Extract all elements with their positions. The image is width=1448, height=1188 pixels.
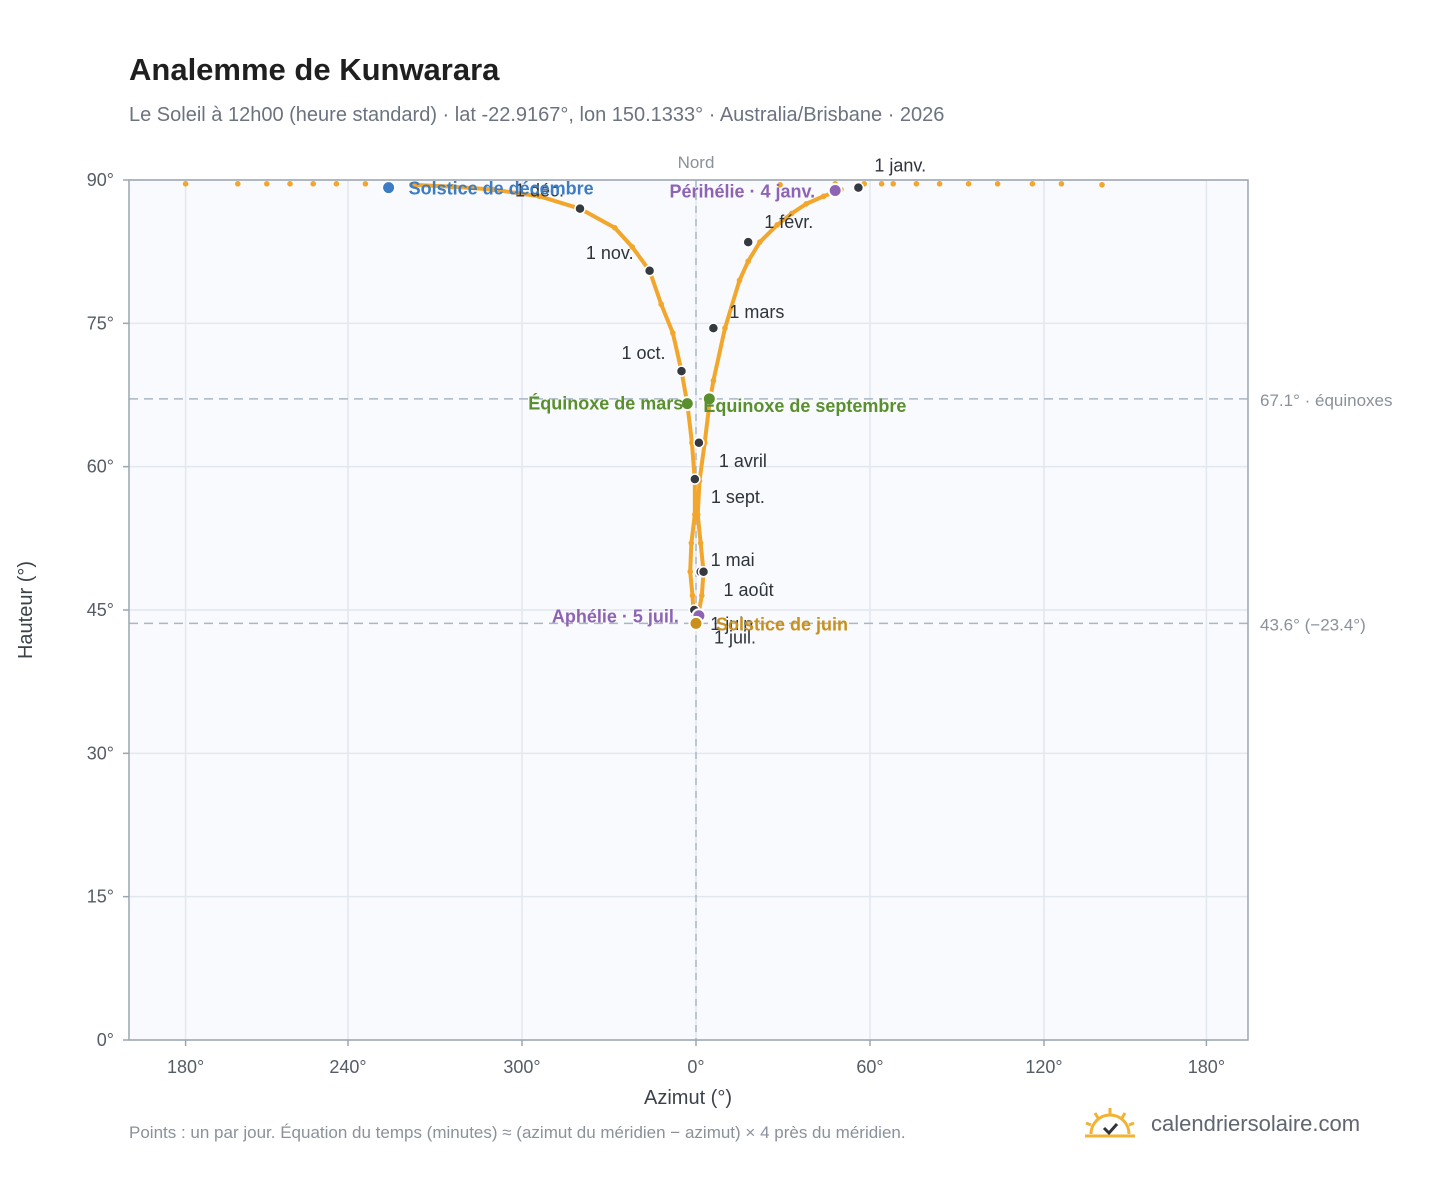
meridian-label: Nord (678, 153, 715, 172)
event-marker (679, 396, 695, 412)
daily-point (287, 181, 293, 187)
reference-label: 67.1° · équinoxes (1260, 391, 1393, 410)
event-marker (701, 391, 717, 407)
y-tick-label: 60° (87, 457, 114, 477)
daily-point (965, 181, 972, 187)
y-axis-title: Hauteur (°) (15, 561, 37, 659)
month-label: 1 juin (710, 614, 753, 634)
month-marker (707, 322, 720, 334)
month-label: 1 août (724, 580, 774, 600)
x-tick-label: 300° (503, 1057, 540, 1077)
daily-point (777, 181, 783, 188)
month-marker (675, 365, 688, 377)
daily-point (878, 181, 885, 187)
month-label: 1 févr. (764, 212, 813, 232)
y-tick-label: 30° (87, 743, 114, 763)
daily-point (235, 181, 241, 187)
x-tick-label: 240° (329, 1057, 366, 1077)
month-marker (574, 202, 586, 215)
brand[interactable]: calendriersolaire.com (1083, 1100, 1360, 1148)
daily-point (994, 181, 1001, 187)
month-marker (742, 236, 754, 248)
daily-point (913, 181, 920, 187)
event-label: Équinoxe de mars (528, 393, 683, 414)
sun-check-icon (1085, 1108, 1135, 1138)
month-label: 1 janv. (874, 156, 926, 176)
event-marker (381, 180, 397, 196)
chart-title: Analemme de Kunwarara (129, 52, 500, 87)
daily-point (936, 181, 943, 187)
x-tick-label: 120° (1025, 1057, 1062, 1077)
month-label: 1 mai (711, 550, 755, 570)
y-tick-label: 15° (87, 887, 114, 907)
x-tick-label: 0° (687, 1057, 704, 1077)
daily-point (182, 181, 189, 187)
event-marker (827, 183, 843, 199)
event-markers: Solstice de décembre Périhélie · 4 janv. É… (381, 179, 906, 634)
daily-point (1058, 181, 1065, 187)
month-marker (693, 437, 705, 449)
x-tick-label: 60° (856, 1057, 883, 1077)
daily-point (310, 181, 317, 187)
x-tick-label: 180° (167, 1057, 204, 1077)
brand-name: calendriersolaire.com (1151, 1111, 1361, 1136)
month-marker (689, 473, 701, 485)
month-label: 1 oct. (621, 343, 665, 363)
month-label: 1 nov. (586, 243, 634, 263)
month-label: 1 mars (729, 302, 784, 322)
y-tick-label: 0° (97, 1030, 114, 1050)
daily-point (362, 181, 369, 187)
chart-subtitle: Le Soleil à 12h00 (heure standard) · lat… (129, 104, 945, 126)
daily-point (1029, 181, 1036, 187)
y-tick-label: 45° (87, 600, 114, 620)
month-label: 1 juil. (714, 627, 756, 647)
daily-point (890, 181, 896, 187)
footnote: Points : un par jour. Équation du temps … (129, 1123, 906, 1142)
month-marker (852, 181, 865, 194)
daily-point (264, 181, 270, 187)
event-label: Périhélie · 4 janv. (669, 182, 815, 202)
axis-ticks: 180° 240° 300° 0° 60° 120° 180° 0° 15° 30° 45° 60° 7… (87, 170, 1225, 1077)
month-label: 1 sept. (711, 487, 765, 507)
reference-label: 43.6° (−23.4°) (1260, 615, 1366, 634)
month-marker (643, 265, 656, 277)
month-label: 1 déc. (515, 181, 564, 201)
daily-point (333, 181, 340, 187)
y-tick-label: 75° (87, 313, 114, 333)
month-label: 1 avril (719, 451, 767, 471)
event-label: Équinoxe de septembre (703, 395, 906, 416)
y-tick-label: 90° (87, 170, 114, 190)
x-tick-label: 180° (1188, 1057, 1225, 1077)
daily-point (1099, 181, 1105, 188)
event-marker (688, 615, 704, 631)
event-label: Aphélie · 5 juil. (552, 607, 679, 627)
x-axis-title: Azimut (°) (644, 1087, 732, 1109)
event-label: Solstice de décembre (409, 179, 594, 199)
month-marker (697, 566, 710, 578)
event-label: Solstice de juin (716, 614, 848, 634)
